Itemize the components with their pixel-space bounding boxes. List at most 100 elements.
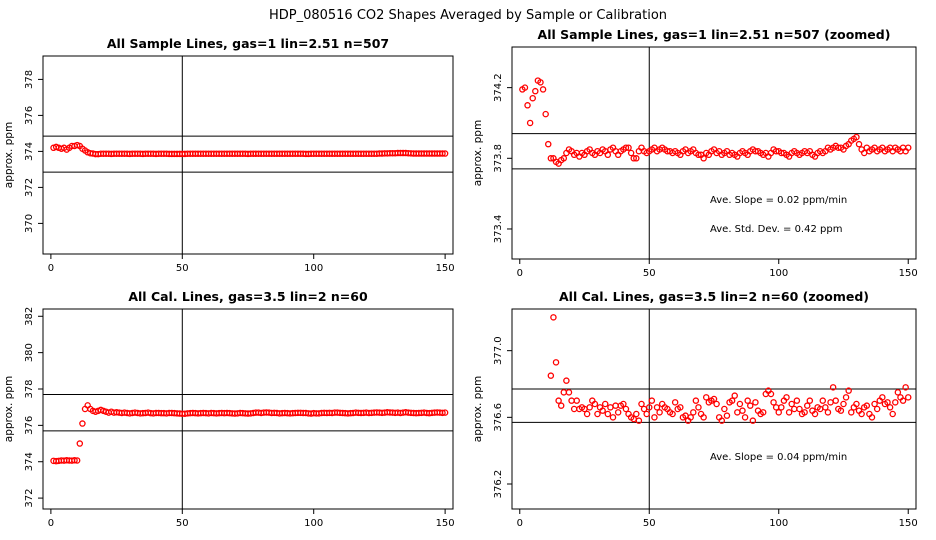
data-point [640,405,648,413]
data-point [775,409,782,416]
data-point [832,397,839,404]
data-point [840,400,847,408]
data-point [695,151,702,159]
data-point [713,400,720,408]
x-tick-label: 0 [517,518,523,529]
y-tick-label: 378 [24,70,35,89]
data-point [622,144,630,151]
data-point [803,402,811,409]
data-point [583,410,591,418]
data-point [889,410,896,418]
data-point [770,399,777,406]
panel-title: All Sample Lines, gas=1 lin=2.51 n=507 (… [538,27,891,42]
data-point [76,440,84,447]
data-point [894,389,902,396]
data-point [557,402,565,409]
data-point [653,404,661,411]
data-point [902,384,909,391]
data-point [829,384,837,391]
data-point [651,414,658,421]
y-tick-label: 372 [24,489,35,508]
x-tick-label: 0 [48,263,54,274]
x-tick-label: 100 [304,263,323,274]
data-point [692,397,700,404]
y-tick-label: 380 [24,343,35,362]
data-point [853,133,860,141]
data-point [873,405,881,413]
data-point [601,400,609,408]
data-point [863,402,871,409]
data-point [899,397,907,404]
stat-annotation: Ave. Slope = 0.04 ppm/min [710,452,847,463]
data-point [591,400,599,408]
data-point [736,400,744,408]
data-point [669,410,676,418]
x-tick-label: 150 [899,268,918,279]
data-point [700,414,707,421]
x-tick-label: 100 [769,268,788,279]
data-point [441,409,449,416]
data-point [819,397,827,404]
plot-frame [511,308,917,510]
data-point [604,410,612,418]
data-point [555,397,562,404]
data-point [532,87,539,95]
y-axis-label: approx. ppm [472,376,484,442]
data-point [643,410,650,418]
data-point [700,155,707,162]
y-tick-label: 376 [24,416,35,435]
plot-frame [511,46,917,260]
data-points [547,314,912,424]
data-point [741,414,749,421]
data-point [620,400,627,408]
y-tick-label: 374 [24,142,35,161]
data-points [519,77,912,167]
panel-title: All Cal. Lines, gas=3.5 lin=2 n=60 (zoom… [559,289,869,304]
data-point [806,397,814,404]
data-point [537,79,544,86]
data-point [811,410,819,418]
data-point [622,405,630,413]
data-point [565,389,573,396]
data-point [633,410,640,418]
data-point [599,407,606,414]
data-point [521,84,529,91]
data-points [50,141,449,158]
data-point [842,394,850,401]
data-point [871,400,878,408]
data-point [550,314,557,321]
data-point [868,414,876,421]
data-point [604,151,612,159]
x-tick-label: 50 [643,268,656,279]
data-point [858,410,865,418]
data-point [824,409,832,416]
data-point [822,404,829,411]
stat-annotation: Ave. Std. Dev. = 0.42 ppm [710,224,842,235]
data-point [586,404,593,411]
data-point [529,94,536,102]
panel-title: All Sample Lines, gas=1 lin=2.51 n=507 [107,36,389,51]
y-axis-label: approx. ppm [3,122,15,188]
chart-panel-2: All Sample Lines, gas=1 lin=2.51 n=507 (… [472,27,918,279]
data-point [879,394,886,401]
data-point [739,407,746,414]
y-tick-label: 372 [24,178,35,197]
data-point [547,155,555,162]
data-point [687,414,694,421]
data-point [439,409,446,417]
data-point [892,399,899,406]
y-tick-label: 376 [24,106,35,125]
data-point [723,412,731,419]
data-point [884,399,891,406]
x-tick-label: 150 [899,518,918,529]
y-tick-label: 378 [24,379,35,398]
data-point [788,400,795,408]
y-axis-label: approx. ppm [3,376,15,442]
y-tick-label: 376.2 [493,470,504,499]
data-point [607,404,614,411]
y-tick-label: 374.2 [493,73,504,102]
data-point [904,144,912,151]
data-point [731,392,738,399]
chart-panel-3: All Cal. Lines, gas=3.5 lin=2 n=60 0 50 100… [3,289,455,529]
data-point [609,414,617,421]
